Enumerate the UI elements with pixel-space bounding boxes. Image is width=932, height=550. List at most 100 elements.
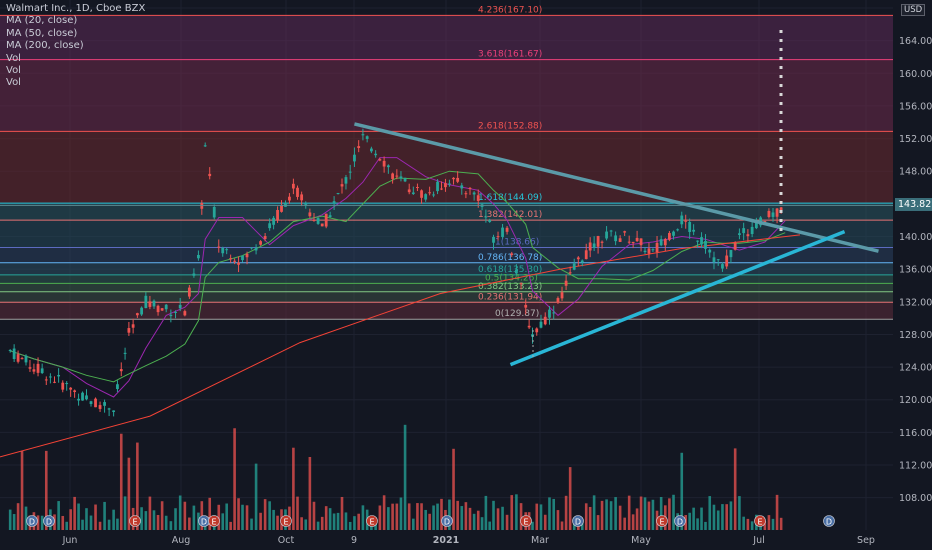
volume-bar (160, 501, 164, 530)
candle-body (456, 177, 460, 182)
event-marker-earnings (754, 515, 766, 527)
candle-body (127, 328, 131, 333)
candle-body (44, 379, 48, 381)
event-marker-label: D (575, 518, 581, 527)
y-tick-label: 120.00 (899, 395, 932, 406)
candle-body (775, 208, 779, 217)
candle-body (519, 283, 523, 285)
candle-body (208, 173, 212, 177)
candle-body (721, 264, 724, 269)
event-marker-dividend (674, 515, 686, 527)
volume-bar (12, 514, 16, 530)
candle-body (280, 205, 283, 212)
candle-body (672, 231, 675, 236)
volume-bar (229, 521, 232, 530)
event-marker-dividend (26, 515, 38, 527)
event-marker-label: D (444, 518, 450, 527)
volume-bar (89, 515, 93, 530)
event-marker-earnings (366, 515, 378, 527)
candle-body (684, 220, 688, 222)
volume-bar (605, 499, 608, 530)
legend-vol-1[interactable]: Vol (6, 52, 21, 64)
candle-body (609, 230, 613, 232)
candle-body (655, 242, 659, 253)
candle-body (712, 257, 716, 263)
volume-bar (592, 495, 596, 530)
volume-bar (348, 521, 352, 530)
volume-bar (464, 502, 468, 530)
volume-bar (510, 495, 514, 530)
volume-bar (476, 510, 480, 530)
volume-bar (308, 456, 312, 530)
fib-zone-1 (0, 247, 893, 263)
volume-bar (116, 518, 119, 530)
candle-body (200, 202, 204, 209)
fib-zone-0.382 (0, 291, 893, 303)
legend-ma50[interactable]: MA (50, close) (6, 27, 78, 39)
event-marker-dividend (43, 515, 55, 527)
volume-bar (20, 450, 24, 530)
x-tick-label: 2021 (433, 535, 459, 546)
event-marker-dividend (823, 515, 835, 527)
symbol-title[interactable]: Walmart Inc., 1D, Cboe BZX (6, 3, 146, 14)
candle-body (416, 187, 419, 189)
candle-body (217, 246, 221, 248)
volume-bar (488, 521, 491, 530)
y-tick-label: 124.00 (899, 363, 932, 374)
candle-body (245, 253, 249, 258)
candle-body (552, 312, 556, 314)
candle-body (407, 189, 411, 193)
volume-bar (156, 514, 160, 530)
candle-body (16, 354, 20, 362)
candle-body (103, 402, 106, 406)
volume-bar (268, 501, 271, 530)
fib-zone-0.786 (0, 262, 893, 275)
candle-body (750, 226, 754, 235)
volume-bar (428, 513, 431, 530)
volume-bar (492, 500, 495, 530)
fib-label-0: 0(129.87) (495, 309, 539, 319)
volume-bar (140, 507, 143, 530)
currency-button[interactable]: USD (901, 4, 926, 16)
y-tick-label: 160.00 (899, 69, 932, 80)
volume-bar (144, 511, 148, 530)
candle-body (296, 187, 299, 197)
candle-body (332, 201, 336, 204)
candle-body (667, 233, 671, 240)
volume-bar (631, 514, 635, 530)
volume-bar (300, 517, 303, 530)
legend-ma200[interactable]: MA (200, close) (6, 40, 84, 52)
volume-bar (564, 495, 568, 530)
legend-vol-2[interactable]: Vol (6, 65, 21, 77)
legend-vol-3[interactable]: Vol (6, 77, 21, 89)
y-tick-label: 132.00 (899, 297, 932, 308)
volume-bar (399, 497, 403, 530)
legend-ma20[interactable]: MA (20, close) (6, 15, 78, 27)
event-marker-dividend (441, 515, 453, 527)
volume-bar (73, 496, 76, 530)
volume-bar (618, 505, 622, 530)
volume-bar (245, 505, 249, 530)
volume-bar (361, 505, 365, 530)
event-marker-earnings (656, 515, 668, 527)
candle-body (484, 216, 488, 218)
volume-bar (217, 504, 221, 530)
ma50-line (10, 170, 786, 383)
volume-bar (556, 510, 560, 530)
candle-body (107, 408, 111, 410)
candle-body (460, 185, 464, 189)
volume-bar (480, 517, 484, 530)
candle-body (627, 241, 631, 243)
volume-bar (548, 497, 551, 530)
candle-body (81, 392, 84, 401)
indicator-legend: Walmart Inc., 1D, Cboe BZX MA (20, close… (6, 3, 145, 90)
y-tick-label: 136.00 (899, 265, 932, 276)
volume-bar (57, 501, 60, 530)
volume-bar (192, 505, 196, 530)
candle-body (704, 240, 707, 249)
candle-body (420, 190, 423, 198)
fib-label-1: 1(138.66) (495, 237, 539, 247)
volume-bar (85, 508, 88, 530)
